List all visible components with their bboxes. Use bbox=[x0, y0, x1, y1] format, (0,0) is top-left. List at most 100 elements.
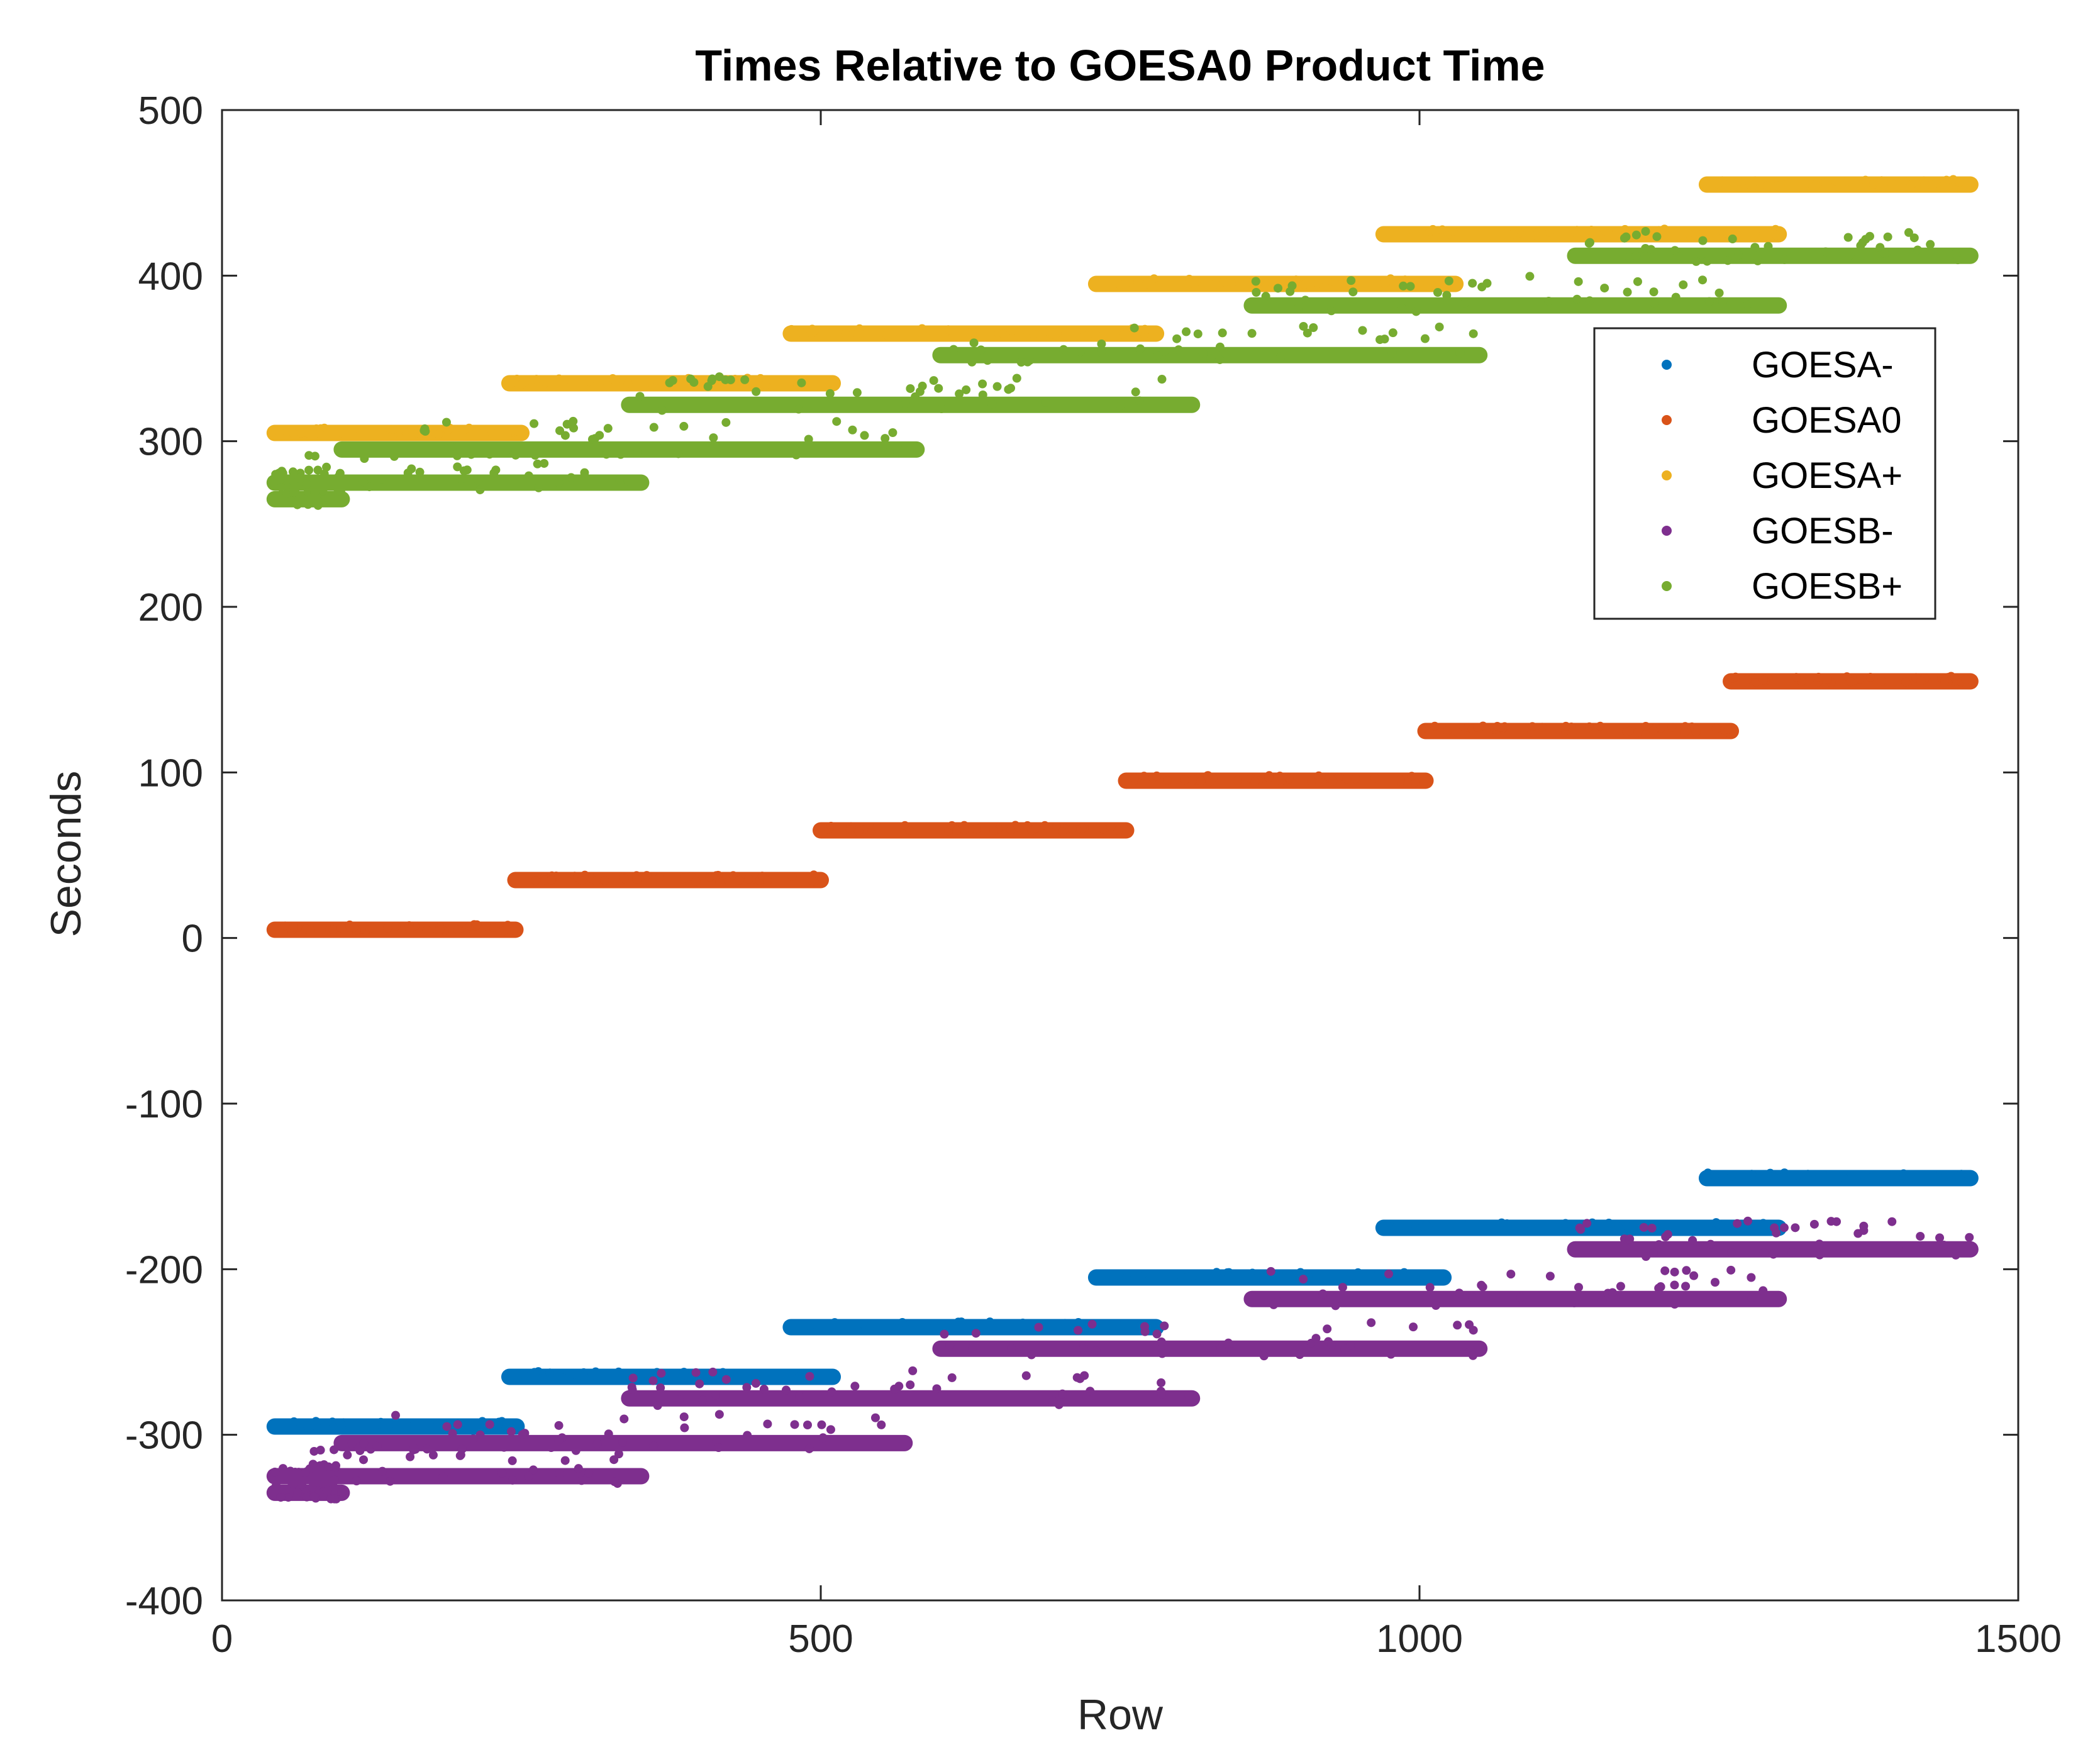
data-point bbox=[976, 345, 986, 355]
data-point bbox=[545, 1368, 555, 1378]
data-point bbox=[751, 1378, 760, 1388]
data-point bbox=[565, 1371, 574, 1381]
data-point bbox=[955, 389, 964, 399]
data-point bbox=[1437, 1222, 1447, 1232]
data-point bbox=[711, 871, 721, 880]
data-point bbox=[1623, 287, 1632, 297]
data-point bbox=[1611, 231, 1620, 240]
data-point bbox=[453, 1420, 462, 1429]
legend-marker bbox=[1662, 360, 1672, 370]
legend-marker bbox=[1662, 415, 1672, 425]
x-tick-label: 0 bbox=[211, 1617, 233, 1661]
data-point bbox=[282, 489, 292, 499]
data-point bbox=[1106, 822, 1116, 831]
data-point bbox=[1136, 344, 1145, 353]
data-point bbox=[1259, 1272, 1269, 1282]
y-tick-label: 400 bbox=[138, 255, 203, 298]
data-point bbox=[928, 1324, 938, 1333]
data-point bbox=[349, 923, 358, 933]
data-point bbox=[1340, 1344, 1350, 1354]
data-point bbox=[428, 1450, 438, 1460]
data-point bbox=[1773, 181, 1782, 191]
data-point bbox=[608, 374, 618, 383]
data-point bbox=[1793, 1170, 1803, 1180]
data-point bbox=[1714, 179, 1723, 189]
data-point bbox=[1935, 1233, 1945, 1243]
y-tick-label: -400 bbox=[125, 1580, 203, 1623]
data-point bbox=[1172, 334, 1182, 343]
data-point bbox=[890, 1384, 899, 1394]
data-point bbox=[736, 1369, 746, 1378]
data-point bbox=[1074, 1326, 1083, 1335]
data-point bbox=[1625, 252, 1634, 262]
data-point bbox=[453, 925, 462, 934]
data-point bbox=[281, 921, 290, 931]
data-point bbox=[1924, 1174, 1933, 1183]
data-point bbox=[1625, 726, 1634, 736]
data-point bbox=[1338, 1283, 1347, 1292]
data-point bbox=[967, 357, 977, 367]
data-point bbox=[1814, 672, 1823, 682]
data-point bbox=[1247, 329, 1257, 338]
data-point bbox=[1633, 728, 1643, 737]
data-point bbox=[853, 1319, 863, 1329]
data-point bbox=[1047, 328, 1056, 337]
data-point bbox=[943, 325, 953, 335]
data-point bbox=[391, 1422, 400, 1431]
data-point bbox=[304, 451, 314, 460]
data-point bbox=[1858, 238, 1867, 247]
data-point bbox=[508, 1368, 517, 1378]
data-point bbox=[1625, 1234, 1635, 1244]
data-point bbox=[1425, 1270, 1435, 1280]
data-point bbox=[852, 388, 862, 397]
data-point bbox=[1731, 672, 1740, 682]
data-point bbox=[1191, 277, 1201, 287]
data-point bbox=[804, 1444, 814, 1453]
data-point bbox=[1012, 374, 1021, 383]
data-point bbox=[1400, 1272, 1409, 1281]
data-point bbox=[1951, 1250, 1960, 1260]
data-point bbox=[1401, 226, 1411, 235]
data-point bbox=[826, 821, 836, 831]
data-point bbox=[1300, 280, 1309, 289]
data-point bbox=[1327, 1340, 1336, 1349]
data-point bbox=[1296, 1268, 1305, 1277]
data-point bbox=[1758, 1286, 1768, 1295]
data-point bbox=[1223, 1268, 1232, 1277]
data-point bbox=[1242, 280, 1251, 289]
data-point bbox=[1268, 278, 1277, 287]
data-point bbox=[315, 429, 325, 439]
data-point bbox=[901, 399, 910, 409]
data-point bbox=[474, 475, 483, 485]
data-point bbox=[1180, 775, 1189, 785]
legend-entry-label: GOESA+ bbox=[1752, 455, 1903, 496]
data-point bbox=[1059, 345, 1069, 354]
data-point bbox=[949, 345, 958, 354]
data-point bbox=[319, 469, 329, 479]
data-point bbox=[781, 1385, 791, 1395]
data-point bbox=[438, 1472, 448, 1482]
data-point bbox=[1787, 1248, 1797, 1257]
data-point bbox=[1293, 304, 1303, 313]
data-point bbox=[992, 382, 1002, 391]
data-point bbox=[1259, 1351, 1269, 1361]
data-point bbox=[1122, 278, 1131, 287]
data-point bbox=[567, 473, 576, 482]
data-point bbox=[906, 384, 915, 393]
data-point bbox=[848, 425, 857, 435]
data-point bbox=[1342, 774, 1352, 784]
data-point bbox=[787, 377, 796, 387]
data-point bbox=[302, 1492, 311, 1502]
data-point bbox=[1711, 724, 1721, 733]
data-point bbox=[1091, 326, 1101, 335]
data-point bbox=[972, 824, 981, 834]
data-point bbox=[337, 1487, 347, 1497]
data-point bbox=[1276, 776, 1286, 785]
data-point bbox=[1574, 1283, 1584, 1292]
data-point bbox=[1913, 245, 1923, 255]
data-point bbox=[591, 876, 601, 885]
axis-ticks: 0 500 1000 1500 -400 -300 -200 -100 0 100 200 300 40… bbox=[125, 89, 2062, 1661]
data-point bbox=[584, 377, 594, 387]
data-point bbox=[1175, 1271, 1185, 1280]
